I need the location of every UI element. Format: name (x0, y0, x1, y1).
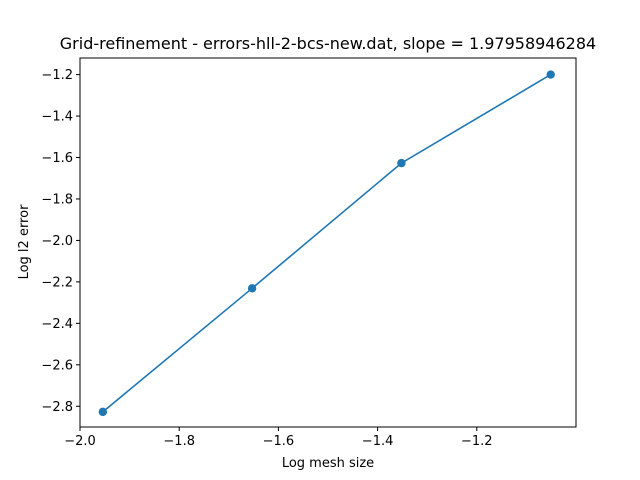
data-point (98, 407, 108, 417)
x-tick-label: −2.0 (64, 434, 96, 449)
y-tick-label: −1.2 (41, 68, 73, 83)
y-tick-label: −2.2 (41, 275, 73, 290)
x-tick-label: −1.4 (362, 434, 394, 449)
chart-title: Grid-refinement - errors-hll-2-bcs-new.d… (60, 34, 596, 53)
y-axis-label: Log l2 error (17, 204, 32, 279)
axes-frame (79, 57, 577, 428)
data-point (247, 284, 257, 293)
y-tick-label: −2.0 (41, 234, 73, 249)
series-line (102, 73, 552, 413)
x-tick-label: −1.8 (163, 434, 195, 449)
x-tick-label: −1.6 (263, 434, 295, 449)
y-tick-label: −1.8 (41, 192, 73, 207)
y-tick-label: −1.6 (41, 151, 73, 166)
x-axis-label: Log mesh size (282, 456, 374, 471)
plot-area: −2.0 −1.8 −1.6 −1.4 −1.2 −2.8 −2.6 −2.4 −2.2 −2.0… (41, 68, 555, 449)
data-point (546, 70, 555, 79)
y-tick-label: −2.6 (41, 358, 73, 373)
x-tick-label: −1.2 (461, 434, 493, 449)
data-point (397, 158, 406, 168)
y-tick-label: −2.4 (41, 317, 73, 332)
y-tick-label: −2.8 (41, 400, 73, 415)
y-tick-label: −1.4 (41, 110, 73, 125)
